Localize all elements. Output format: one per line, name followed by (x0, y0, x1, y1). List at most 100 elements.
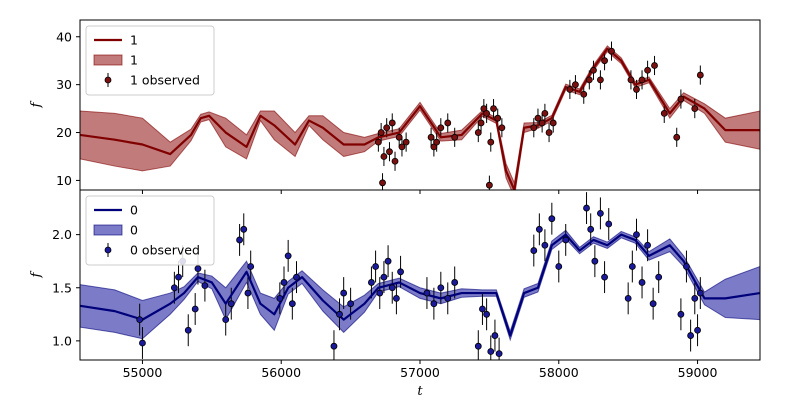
observed-point (236, 236, 243, 244)
observed-point (649, 300, 657, 308)
top-x-ticks (141, 190, 699, 194)
observed-point (583, 204, 590, 212)
observed-point (388, 119, 396, 127)
observed-point (227, 300, 235, 308)
y-tick-label: 40 (56, 29, 72, 44)
observed-point (683, 263, 690, 270)
observed-point (495, 350, 503, 358)
observed-point (437, 124, 445, 132)
observed-point (590, 66, 597, 74)
observed-point (191, 305, 199, 313)
observed-point (644, 241, 651, 249)
top-model-line (80, 47, 760, 190)
legend-box (85, 195, 215, 266)
observed-point (687, 332, 695, 339)
top-legend: 1 1 1 observed (85, 25, 215, 96)
observed-point (379, 179, 386, 187)
observed-point (530, 247, 538, 254)
observed-point (541, 241, 549, 249)
observed-point (340, 289, 348, 297)
confidence-band (80, 229, 760, 342)
observed-point (608, 47, 615, 55)
observed-point (638, 279, 646, 286)
observed-point (548, 215, 556, 223)
observed-point (194, 265, 202, 273)
observed-point (372, 263, 379, 270)
legend-point-swatch (104, 246, 112, 254)
observed-point (222, 316, 230, 324)
observed-point (696, 289, 704, 297)
observed-point (633, 231, 640, 239)
legend-label: 0 (130, 203, 138, 218)
observed-point (276, 294, 284, 302)
observed-point (655, 273, 663, 281)
bottom-observed-points (136, 204, 704, 358)
observed-point (555, 263, 563, 270)
observed-point (170, 284, 178, 292)
bottom-confidence-band (80, 229, 760, 342)
observed-point (288, 300, 296, 308)
observed-point (651, 62, 658, 69)
observed-point (430, 300, 438, 308)
top-confidence-band (80, 45, 760, 190)
observed-point (624, 294, 632, 302)
observed-point (487, 348, 495, 355)
observed-point (284, 252, 292, 260)
observed-point (535, 225, 543, 233)
observed-point (383, 124, 391, 132)
observed-point (591, 257, 599, 265)
observed-point (673, 133, 681, 141)
observed-point (374, 138, 382, 146)
observed-point (691, 294, 699, 302)
observed-point (585, 76, 593, 84)
observed-point (660, 109, 668, 117)
observed-point (397, 268, 404, 276)
observed-point (549, 119, 557, 127)
observed-point (347, 300, 355, 308)
observed-point (336, 310, 343, 318)
observed-point (201, 282, 209, 290)
confidence-band (80, 45, 760, 190)
observed-point (491, 332, 499, 339)
legend-label: 1 (130, 33, 138, 48)
observed-point (483, 310, 491, 318)
observed-point (247, 263, 255, 270)
bottom-model-line (80, 233, 760, 337)
observed-point (627, 76, 635, 84)
bottom-y-axis-label: f (29, 270, 44, 278)
observed-point (538, 119, 546, 127)
observed-point (393, 294, 400, 302)
top-observed-points (374, 47, 704, 189)
observed-point (494, 114, 502, 122)
legend-label: 0 (130, 223, 138, 238)
model-line (80, 233, 760, 337)
observed-point (487, 138, 495, 146)
observed-point (498, 124, 506, 132)
observed-point (380, 273, 388, 281)
observed-point (479, 305, 486, 313)
legend-label: 0 observed (130, 243, 200, 258)
observed-point (601, 273, 608, 281)
bottom-x-ticks: 55000 56000 57000 58000 59000 (123, 360, 718, 380)
top-y-ticks: 10 20 30 40 (56, 29, 80, 188)
observed-point (391, 157, 399, 165)
observed-point (677, 310, 685, 318)
x-tick-label: 59000 (678, 365, 718, 380)
observed-point (427, 133, 435, 141)
observed-point (541, 109, 549, 117)
observed-point (691, 105, 699, 112)
bottom-panel: 55000 56000 57000 58000 59000 1.01.52.0 f t … (29, 189, 761, 399)
observed-point (175, 273, 182, 281)
y-tick-label: 1.0 (52, 333, 72, 348)
observed-point (587, 225, 595, 233)
observed-point (534, 114, 542, 122)
observed-point (562, 236, 570, 244)
observed-point (696, 71, 704, 79)
observed-point (628, 263, 636, 270)
observed-point (330, 342, 338, 350)
observed-point (474, 129, 482, 136)
legend-point-swatch (104, 76, 112, 84)
bottom-legend: 0 0 0 observed (85, 195, 215, 266)
legend-band-swatch (93, 224, 123, 236)
